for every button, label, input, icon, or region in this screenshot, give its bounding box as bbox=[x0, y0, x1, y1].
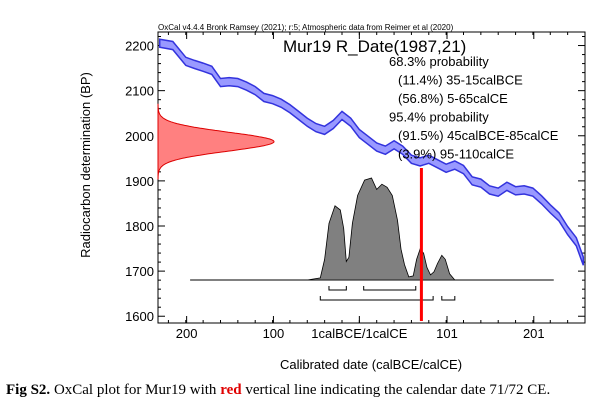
y-tick-label: 2000 bbox=[125, 129, 154, 144]
range-bracket-68 bbox=[328, 286, 347, 291]
y-tick-label: 1700 bbox=[125, 264, 154, 279]
figure-caption: Fig S2. OxCal plot for Mur19 with red ve… bbox=[6, 382, 606, 399]
x-tick-label: 201 bbox=[523, 326, 545, 341]
x-tick-label: 1calBCE/1calCE bbox=[311, 326, 407, 341]
x-axis: 200 100 1calBCE/1calCE 101 201 bbox=[167, 32, 569, 341]
range-bracket-95 bbox=[441, 296, 456, 301]
caption-text-after: vertical line indicating the calendar da… bbox=[245, 382, 551, 398]
y-axis: 1600 1700 1800 1900 2000 2100 2200 bbox=[125, 36, 585, 324]
range-bracket-68 bbox=[363, 286, 417, 291]
calibrated-probability-distribution bbox=[305, 177, 457, 281]
legend-line: (91.5%) 45calBCE-85calCE bbox=[398, 128, 559, 143]
y-tick-label: 2200 bbox=[125, 39, 154, 54]
legend-line: 68.3% probability bbox=[389, 54, 489, 69]
x-tick-label: 100 bbox=[263, 326, 285, 341]
range-brackets bbox=[319, 286, 456, 301]
caption-label: Fig S2. bbox=[6, 382, 51, 398]
y-axis-label: Radiocarbon determination (BP) bbox=[78, 72, 93, 258]
range-bracket-95 bbox=[319, 296, 434, 301]
y-tick-label: 1900 bbox=[125, 174, 154, 189]
x-axis-label: Calibrated date (calBCE/calCE) bbox=[280, 357, 462, 372]
legend-line: 95.4% probability bbox=[389, 110, 489, 125]
chart-title: Mur19 R_Date(1987,21) bbox=[283, 37, 466, 56]
y-tick-label: 2100 bbox=[125, 84, 154, 99]
y-tick-label: 1600 bbox=[125, 309, 154, 324]
radiocarbon-measurement-distribution bbox=[157, 103, 275, 180]
y-tick-label: 1800 bbox=[125, 219, 154, 234]
legend-line: (3.9%) 95-110calCE bbox=[398, 147, 514, 162]
legend-line: (56.8%) 5-65calCE bbox=[398, 91, 508, 106]
probability-legend: 68.3% probability (11.4%) 35-15calBCE (56.… bbox=[389, 54, 559, 162]
x-tick-label: 101 bbox=[436, 326, 458, 341]
oxcal-chart: OxCal v4.4.4 Bronk Ramsey (2021); r:5; A… bbox=[78, 23, 586, 372]
caption-text-before: OxCal plot for Mur19 with bbox=[53, 382, 217, 398]
chart-header: OxCal v4.4.4 Bronk Ramsey (2021); r:5; A… bbox=[158, 23, 454, 32]
x-tick-label: 200 bbox=[176, 326, 198, 341]
legend-line: (11.4%) 35-15calBCE bbox=[398, 73, 523, 88]
caption-highlight: red bbox=[220, 382, 242, 398]
calibration-curve-band bbox=[158, 38, 585, 266]
